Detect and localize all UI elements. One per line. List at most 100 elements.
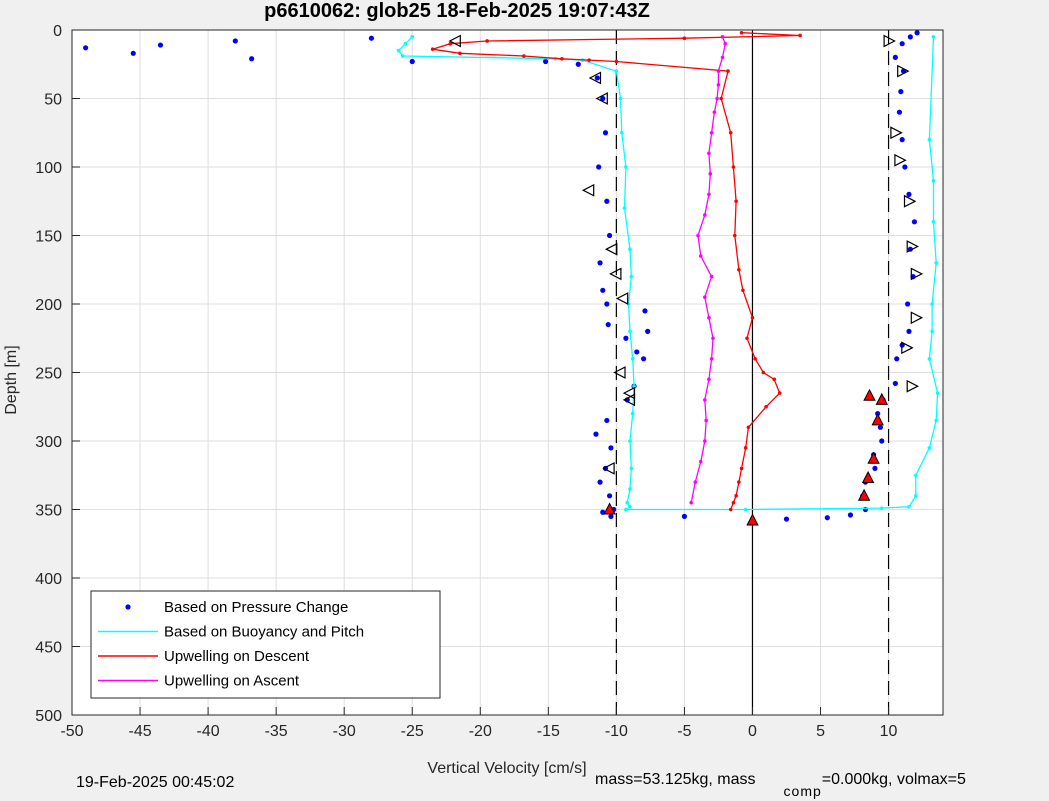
data-point (896, 109, 903, 115)
data-point (628, 439, 632, 443)
data-point (157, 42, 164, 48)
data-point (739, 30, 744, 35)
x-tick-label: -35 (265, 723, 288, 740)
data-point (720, 35, 725, 39)
data-point (930, 329, 934, 334)
data-point (522, 54, 526, 58)
data-point (930, 302, 934, 306)
data-point (623, 335, 629, 341)
x-tick-label: -15 (537, 723, 560, 740)
data-point (593, 431, 599, 437)
data-point (597, 479, 603, 485)
mass-text: mass=53.125kg, mass (595, 771, 756, 788)
data-marker (867, 451, 880, 464)
data-point (783, 516, 790, 522)
x-tick-label: 5 (816, 723, 825, 740)
data-point (628, 247, 632, 251)
data-point (934, 261, 938, 265)
data-point (743, 507, 748, 512)
data-marker (910, 311, 924, 325)
legend-label: Upwelling on Ascent (164, 673, 300, 690)
y-axis-label: Depth [m] (3, 345, 20, 414)
data-point (628, 329, 632, 334)
data-point (712, 110, 717, 114)
data-point (608, 445, 614, 451)
data-point (604, 417, 610, 424)
y-tick-label: 200 (35, 297, 62, 314)
data-point (726, 69, 730, 73)
data-marker (890, 126, 903, 140)
data-point (606, 493, 613, 499)
data-point (622, 206, 627, 210)
data-point (741, 288, 745, 293)
data-point (693, 480, 698, 484)
x-tick-label: 0 (748, 723, 757, 740)
data-point (872, 465, 878, 471)
data-point (703, 398, 707, 402)
data-point (604, 301, 610, 307)
data-point (130, 50, 136, 56)
data-point (614, 69, 619, 73)
data-point (824, 515, 830, 521)
data-point (368, 35, 375, 41)
data-point (703, 213, 707, 217)
data-marker (903, 194, 917, 208)
data-marker (613, 366, 626, 379)
data-point (902, 164, 908, 170)
data-point (877, 424, 883, 430)
legend-swatch (125, 604, 131, 610)
data-point (745, 336, 749, 341)
data-point (689, 500, 694, 505)
data-marker (609, 267, 622, 281)
data-point (743, 446, 748, 450)
data-marker (857, 488, 871, 501)
data-point (739, 466, 744, 471)
data-point (634, 349, 640, 355)
data-marker (622, 393, 636, 407)
data-point (931, 178, 936, 183)
series-line (689, 35, 728, 505)
data-point (731, 500, 736, 505)
data-point (642, 308, 648, 314)
data-point (681, 513, 688, 519)
data-marker (861, 470, 875, 483)
legend: Based on Pressure Change Based on Buoyanc… (90, 590, 441, 699)
data-point (927, 357, 932, 361)
data-point (913, 494, 918, 498)
data-marker (595, 92, 608, 105)
data-point (914, 30, 920, 36)
legend-label: Based on Pressure Change (164, 599, 348, 616)
data-marker (897, 64, 910, 78)
y-tick-label: 50 (44, 92, 62, 109)
data-point (629, 274, 634, 279)
y-tick-label: 400 (35, 571, 62, 588)
data-point (594, 75, 600, 81)
data-point (448, 41, 453, 46)
data-point (720, 55, 725, 60)
x-axis-label: Vertical Velocity [cm/s] (427, 760, 586, 777)
data-point (906, 191, 912, 197)
data-point (931, 220, 936, 224)
y-tick-label: 250 (35, 366, 62, 383)
y-tick-label: 450 (35, 640, 62, 657)
data-point (777, 391, 782, 395)
y-tick-label: 300 (35, 434, 62, 451)
data-point (708, 172, 713, 176)
data-point (879, 506, 884, 510)
data-point (734, 494, 738, 498)
series-open-triangles (448, 34, 924, 475)
data-point (931, 35, 936, 39)
data-point (645, 328, 651, 334)
data-point (899, 41, 905, 47)
data-point (927, 137, 932, 142)
data-point (600, 95, 606, 102)
data-point (640, 356, 647, 362)
ticks: -50 -45 -40 -35 -30 -25 -20 -15 -10 -5 0 5 100501001… (35, 23, 897, 740)
data-point (410, 35, 415, 39)
data-point (605, 321, 611, 328)
data-point (485, 39, 489, 43)
data-marker (622, 386, 636, 400)
data-point (707, 192, 711, 197)
data-point (709, 357, 714, 361)
data-marker (883, 34, 896, 48)
